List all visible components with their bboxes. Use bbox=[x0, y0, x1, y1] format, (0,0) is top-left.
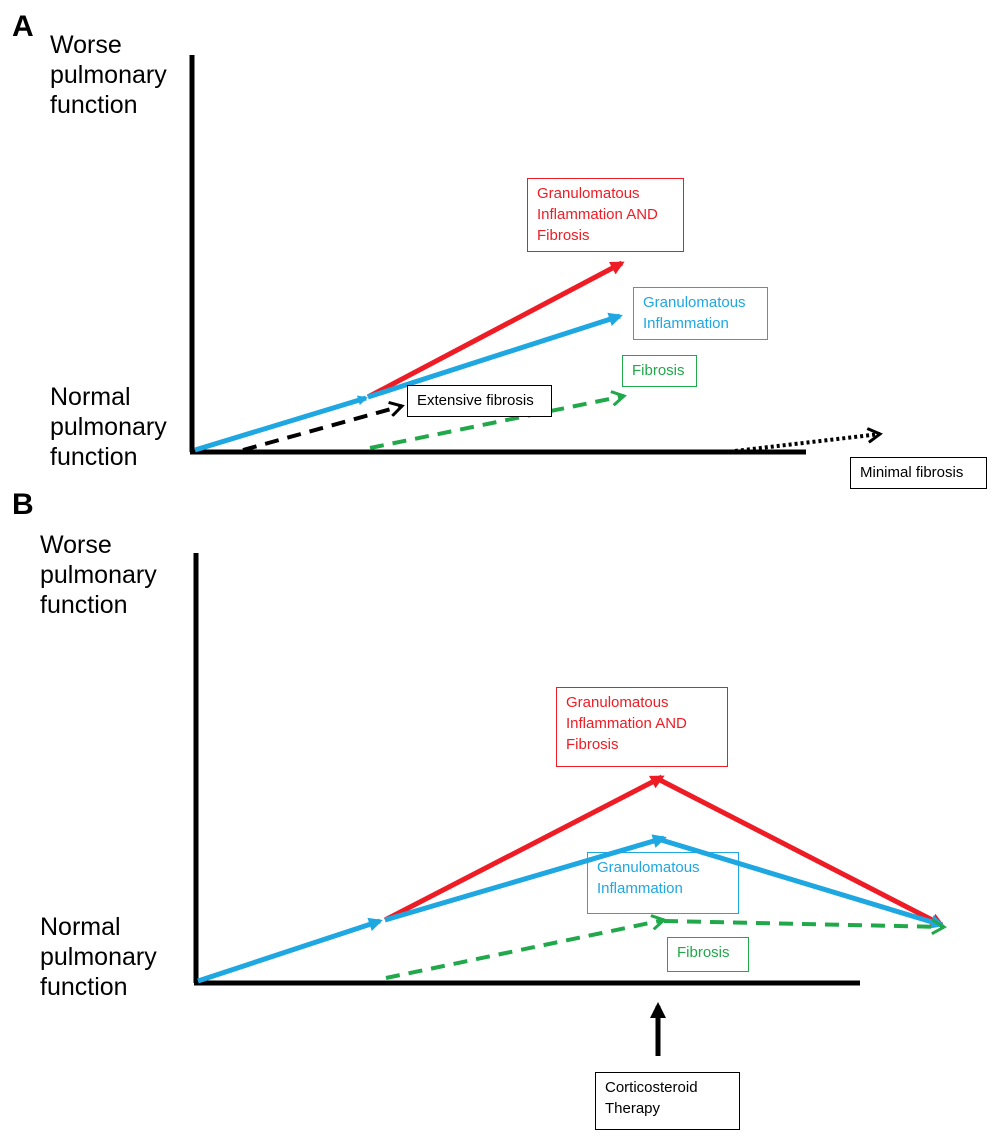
b-red-down-arrow bbox=[656, 776, 945, 928]
b-label-granulomatous: Granulomatous Inflammation bbox=[587, 852, 739, 914]
a-label-minimal-fibrosis: Minimal fibrosis bbox=[850, 457, 987, 489]
a-blue-initial-arrow bbox=[194, 395, 368, 453]
panel-b-letter: B bbox=[12, 488, 34, 521]
a-label-extensive-fibrosis: Extensive fibrosis bbox=[407, 385, 552, 417]
b-green-flat-dashed-arrow bbox=[663, 921, 944, 927]
b-y-bottom-label: Normal pulmonary function bbox=[40, 913, 157, 1001]
a-label-fibrosis: Fibrosis bbox=[622, 355, 697, 387]
a-red-arrow bbox=[366, 260, 625, 400]
a-green-dashed-arrow bbox=[369, 396, 624, 450]
b-green-up-dashed-arrow bbox=[385, 920, 664, 980]
a-label-granulomatous: Granulomatous Inflammation bbox=[633, 287, 768, 340]
b-blue-up-arrow bbox=[384, 834, 667, 923]
a-blue-arrow bbox=[367, 312, 623, 400]
b-blue-down-arrow bbox=[657, 836, 945, 929]
panel-a-letter: A bbox=[12, 10, 34, 43]
b-blue-initial-arrow bbox=[197, 917, 383, 984]
a-black-dashed-arrow bbox=[242, 406, 402, 452]
b-red-up-arrow bbox=[383, 774, 665, 923]
a-label-granulomatous-and-fibrosis: Granulomatous Inflammation AND Fibrosis bbox=[527, 178, 684, 252]
a-y-top-label: Worse pulmonary function bbox=[50, 31, 167, 119]
b-label-corticosteroid-therapy: Corticosteroid Therapy bbox=[595, 1072, 740, 1130]
b-label-fibrosis: Fibrosis bbox=[667, 937, 749, 972]
b-label-granulomatous-and-fibrosis: Granulomatous Inflammation AND Fibrosis bbox=[556, 687, 728, 767]
b-y-top-label: Worse pulmonary function bbox=[40, 531, 157, 619]
a-black-dotted-arrow bbox=[734, 434, 880, 453]
a-y-bottom-label: Normal pulmonary function bbox=[50, 383, 167, 471]
